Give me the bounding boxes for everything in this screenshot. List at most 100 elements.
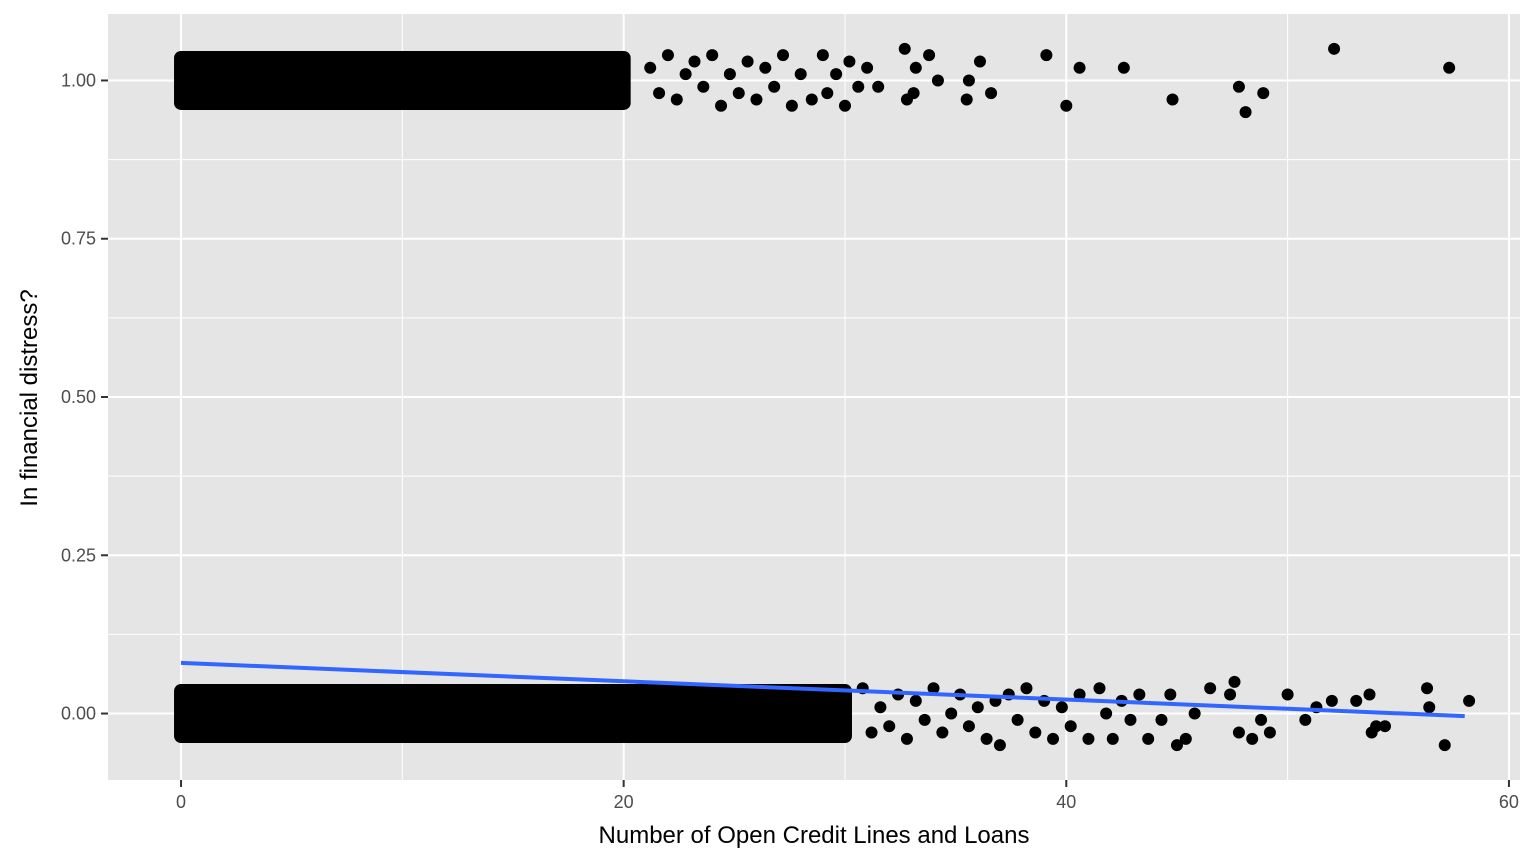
data-point: [985, 87, 998, 100]
trend-line-layer: [180, 660, 1465, 719]
data-point: [1029, 726, 1042, 739]
y-tick-label: 0.00: [61, 704, 96, 724]
data-point: [1155, 713, 1168, 726]
data-point: [1224, 688, 1237, 701]
data-point: [1255, 713, 1268, 726]
data-point: [962, 720, 975, 733]
y-axis: 0.00 0.25 0.50 0.75 1.00: [61, 70, 108, 724]
x-tick-label: 40: [1056, 792, 1076, 812]
data-point: [1055, 701, 1068, 714]
data-point: [1142, 732, 1155, 745]
dense-point-band: [174, 684, 852, 744]
data-point: [962, 74, 975, 87]
data-point: [785, 99, 798, 112]
data-point: [1064, 720, 1077, 733]
data-point: [732, 87, 745, 100]
data-point: [759, 61, 772, 74]
data-point: [960, 93, 973, 106]
data-point: [821, 87, 834, 100]
data-point: [1073, 61, 1086, 74]
data-point: [1328, 42, 1341, 55]
data-point: [644, 61, 657, 74]
data-point: [679, 68, 692, 81]
data-point: [1299, 713, 1312, 726]
data-point: [697, 80, 710, 93]
data-point: [670, 93, 683, 106]
data-point: [805, 93, 818, 106]
data-point: [1106, 732, 1119, 745]
data-point: [1124, 713, 1137, 726]
data-point: [1179, 732, 1192, 745]
data-point: [1232, 80, 1245, 93]
data-point: [1100, 707, 1113, 720]
data-point: [843, 55, 856, 68]
data-point: [1047, 732, 1060, 745]
data-point: [1011, 713, 1024, 726]
data-point: [1350, 694, 1363, 707]
trend-line: [180, 660, 1465, 719]
data-point: [872, 80, 885, 93]
data-point: [1060, 99, 1073, 112]
data-point: [1239, 106, 1252, 119]
data-point: [1263, 726, 1276, 739]
data-point: [973, 55, 986, 68]
data-point: [768, 80, 781, 93]
data-point: [1117, 61, 1130, 74]
data-point: [861, 61, 874, 74]
data-point: [1188, 707, 1201, 720]
data-point: [1438, 739, 1451, 752]
x-tick-label: 0: [176, 792, 186, 812]
data-point: [777, 49, 790, 62]
data-point: [1370, 720, 1383, 733]
data-point: [706, 49, 719, 62]
data-point: [1257, 87, 1270, 100]
data-point: [1093, 682, 1106, 695]
y-axis-title: In financial distress?: [16, 289, 43, 506]
data-point: [883, 720, 896, 733]
data-point: [688, 55, 701, 68]
data-point: [1363, 688, 1376, 701]
data-point: [1421, 682, 1434, 695]
data-point: [1020, 682, 1033, 695]
data-point: [945, 707, 958, 720]
data-point: [1040, 49, 1053, 62]
data-point: [900, 732, 913, 745]
data-point: [907, 87, 920, 100]
y-tick-label: 0.50: [61, 387, 96, 407]
data-point: [993, 739, 1006, 752]
data-point: [1378, 720, 1391, 733]
data-point: [865, 726, 878, 739]
data-point: [1204, 682, 1217, 695]
data-point: [971, 701, 984, 714]
x-tick-label: 60: [1499, 792, 1519, 812]
data-point: [741, 55, 754, 68]
x-axis: 0 20 40 60: [176, 780, 1519, 812]
data-point: [1443, 61, 1456, 74]
data-points: [174, 42, 1476, 752]
data-point: [1228, 675, 1241, 688]
data-point: [852, 80, 865, 93]
y-tick-label: 0.75: [61, 229, 96, 249]
y-tick-label: 0.25: [61, 545, 96, 565]
data-point: [1170, 739, 1183, 752]
data-point: [838, 99, 851, 112]
data-point: [931, 74, 944, 87]
data-point: [723, 68, 736, 81]
data-point: [715, 99, 728, 112]
data-point: [898, 42, 911, 55]
data-point: [1133, 688, 1146, 701]
data-point: [1281, 688, 1294, 701]
data-point: [750, 93, 763, 106]
data-point: [918, 713, 931, 726]
data-point: [923, 49, 936, 62]
data-point: [830, 68, 843, 81]
data-point: [1423, 701, 1436, 714]
data-point: [1232, 726, 1245, 739]
data-point: [653, 87, 666, 100]
data-point: [1073, 688, 1086, 701]
data-point: [874, 701, 887, 714]
data-point: [661, 49, 674, 62]
dense-point-band: [174, 50, 631, 110]
data-point: [936, 726, 949, 739]
